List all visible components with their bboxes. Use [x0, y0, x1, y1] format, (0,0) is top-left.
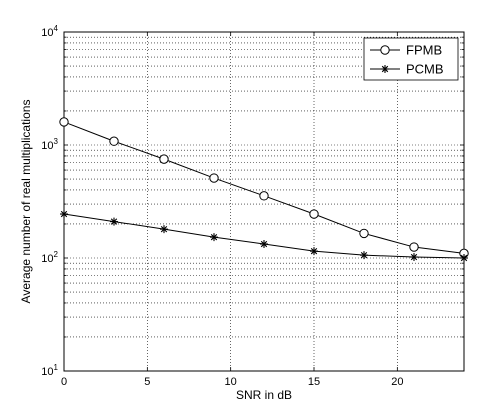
data-point-circle-marker: [380, 45, 390, 55]
x-tick-label: 10: [225, 376, 237, 388]
axis-ticks: 0 5 10 15 20 101 102 103 104: [41, 24, 464, 388]
x-tick-label: 15: [308, 376, 320, 388]
data-point-star-marker: [310, 247, 318, 256]
legend-label: PCMB: [406, 62, 444, 77]
data-point-star-marker: [460, 254, 468, 262]
data-point-circle-marker: [259, 191, 269, 201]
x-tick-label: 0: [61, 376, 67, 388]
y-tick-label: 102: [41, 250, 58, 265]
legend: FPMB PCMB: [363, 37, 459, 81]
series-line-fpmb: [63, 121, 465, 254]
data-point-circle-marker: [409, 242, 419, 252]
data-point-circle-marker: [59, 117, 69, 127]
data-point-circle-marker: [209, 173, 219, 183]
y-tick-label: 104: [41, 24, 58, 39]
y-tick-label: 101: [41, 363, 58, 378]
x-tick-label: 5: [144, 376, 150, 388]
x-axis-label: SNR in dB: [236, 388, 292, 402]
series-line-pcmb: [63, 213, 465, 259]
data-point-circle-marker: [359, 228, 369, 239]
data-point-star-marker: [410, 253, 418, 262]
data-point-circle-marker: [159, 154, 169, 164]
data-point-star-marker: [160, 225, 168, 234]
data-point-circle-marker: [309, 209, 319, 219]
grid-lines: [64, 32, 464, 371]
y-tick-label: 103: [41, 137, 58, 152]
plot-frame: [63, 31, 465, 372]
legend-box: [363, 37, 459, 81]
data-point-star-marker: [210, 233, 218, 242]
data-point-circle-marker: [109, 136, 119, 146]
data-point-star-marker: [110, 217, 118, 226]
y-axis-label: Average number of real multiplications: [19, 100, 33, 304]
x-tick-label: 20: [391, 376, 403, 388]
data-point-star-marker: [60, 210, 68, 219]
data-point-star-marker: [260, 240, 268, 249]
data-point-star-marker: [381, 65, 389, 73]
legend-label: FPMB: [406, 43, 442, 58]
series-layer: [59, 117, 469, 262]
data-point-star-marker: [360, 251, 368, 260]
